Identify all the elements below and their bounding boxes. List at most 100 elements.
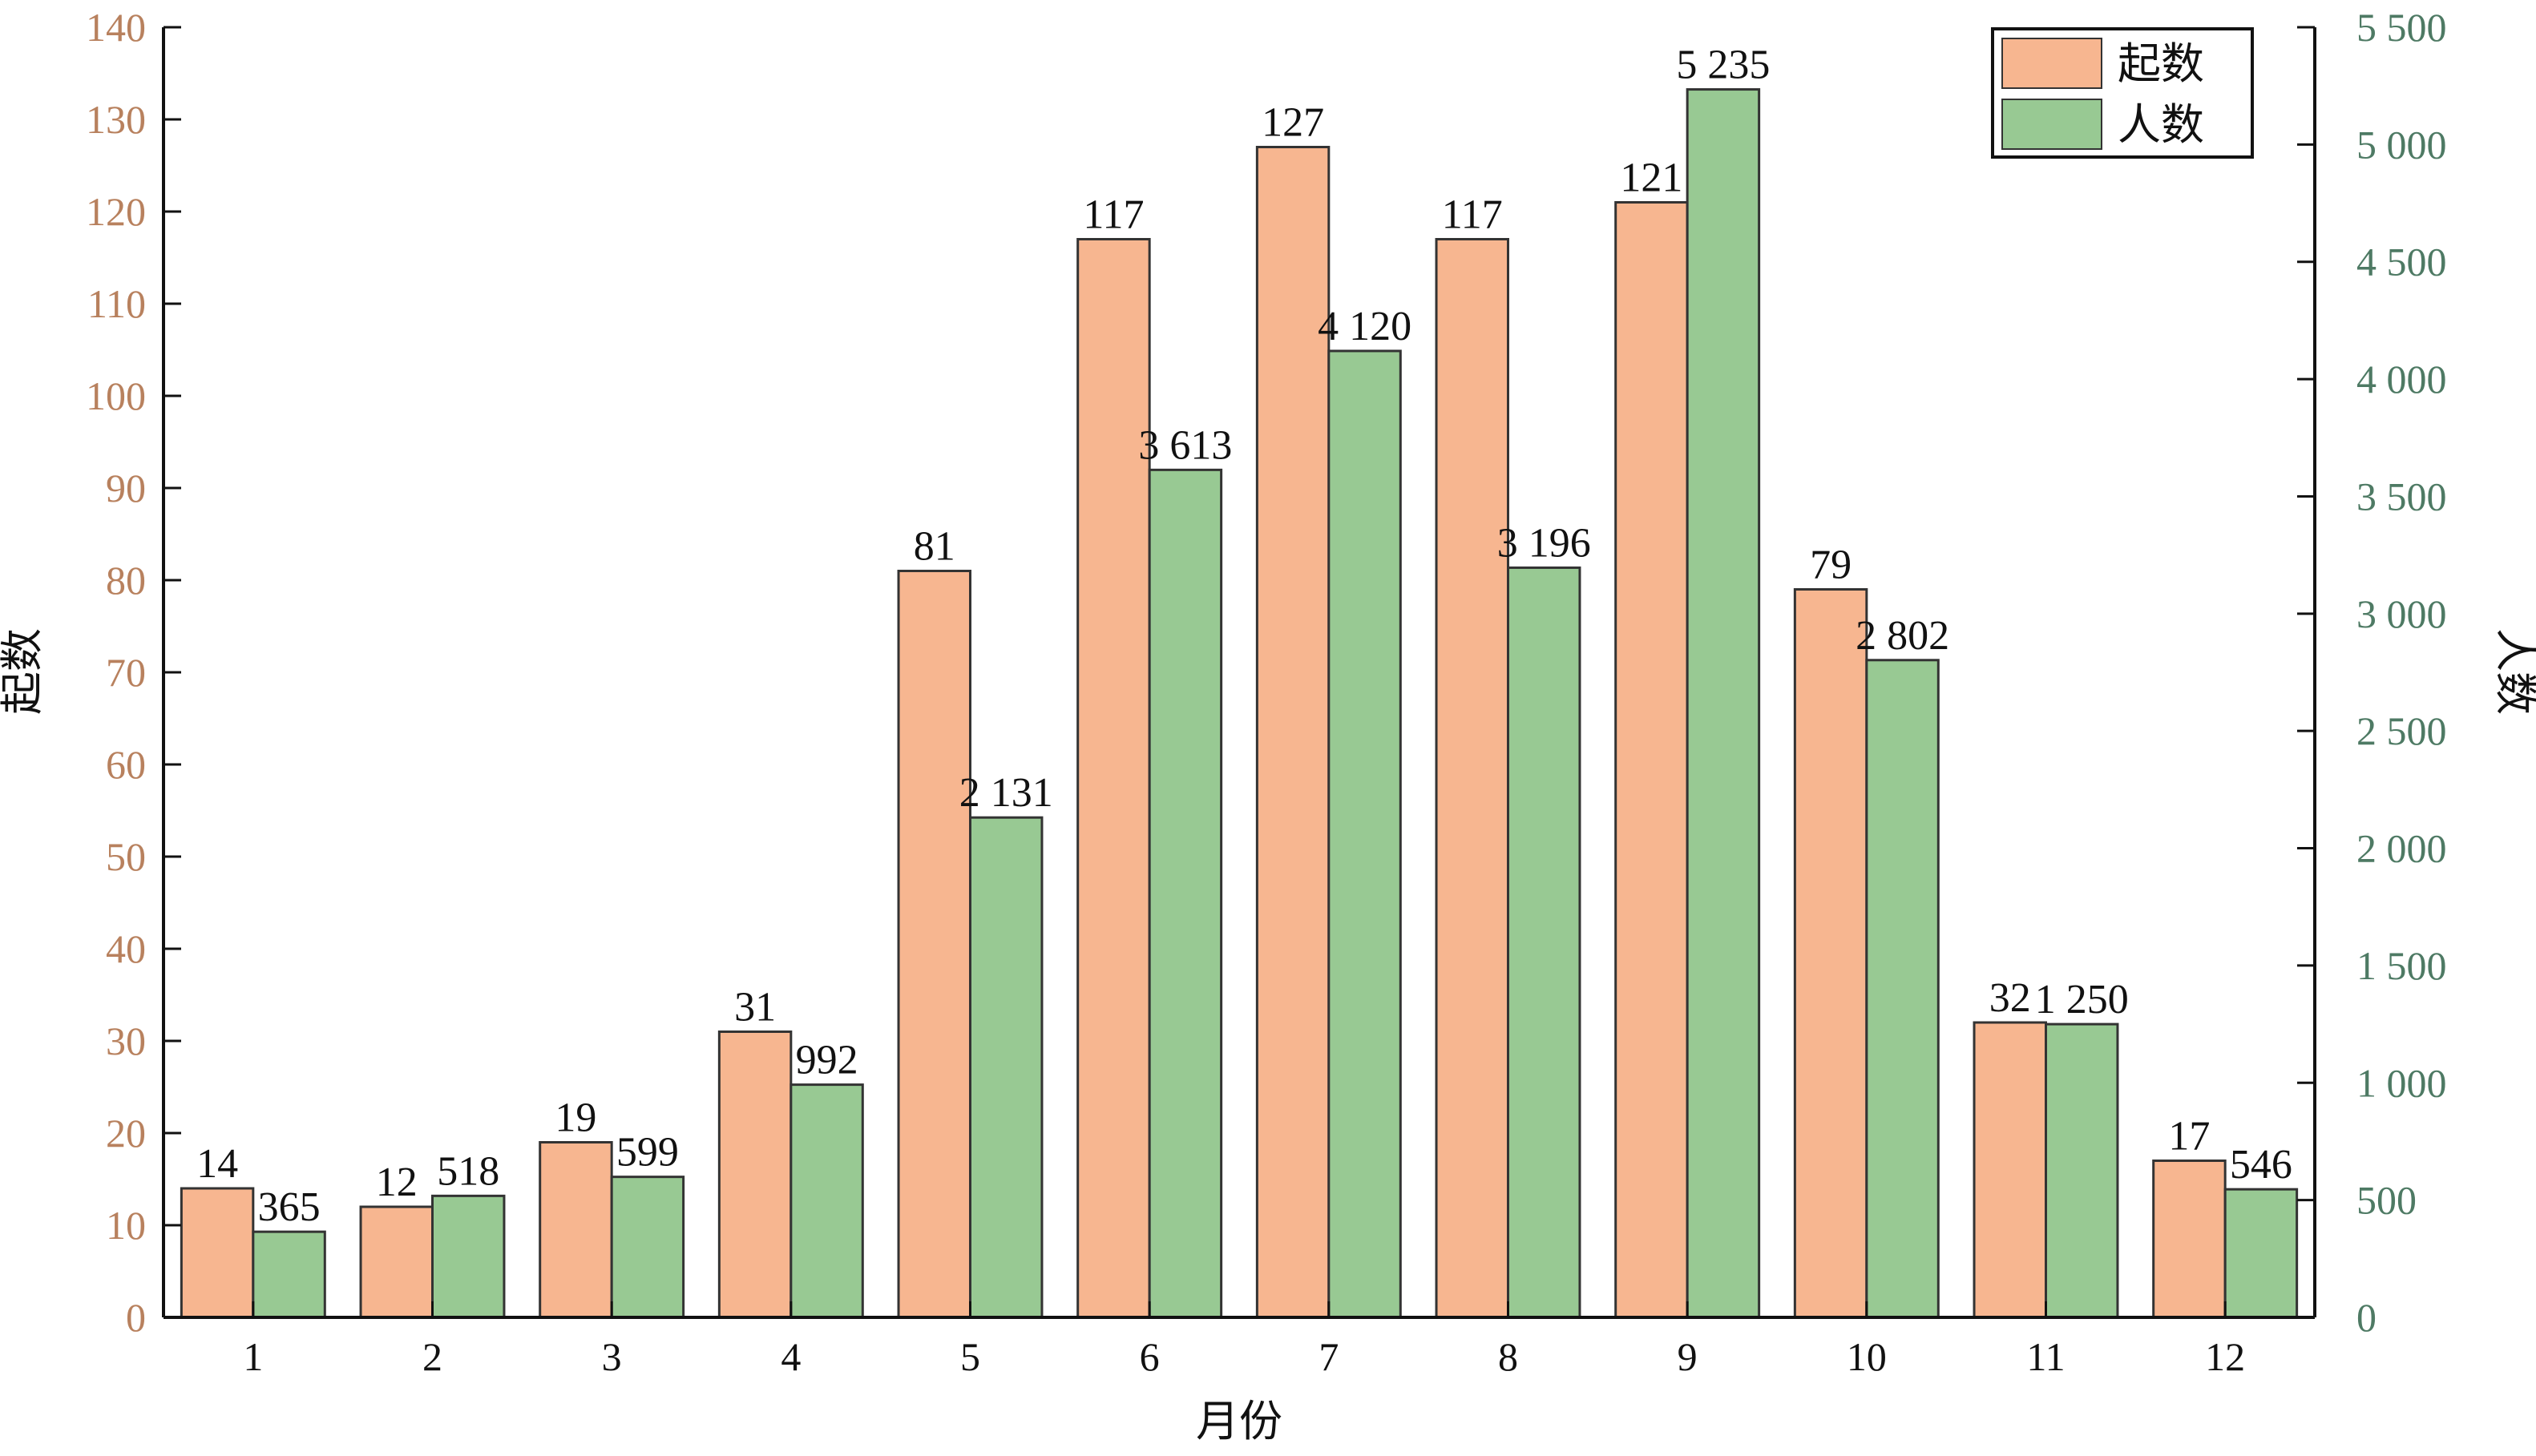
bar-renshu-10 (1865, 659, 1940, 1319)
bar-qishu-3 (539, 1141, 613, 1319)
bar-renshu-8 (1507, 566, 1581, 1319)
x-tick-label: 6 (1140, 1334, 1160, 1379)
bar-qishu-10 (1793, 588, 1868, 1319)
x-tick-label: 4 (781, 1334, 801, 1379)
y-left-tick-label: 0 (126, 1295, 146, 1340)
x-tick-label: 3 (602, 1334, 622, 1379)
bar-renshu-2 (431, 1194, 506, 1319)
bar-qishu-2 (359, 1205, 434, 1319)
x-tick-label: 12 (2205, 1334, 2245, 1379)
legend-swatch-qishu (2001, 38, 2102, 89)
y-right-tick-label: 4 000 (2356, 357, 2447, 401)
x-tick-label: 8 (1498, 1334, 1518, 1379)
x-tick-label: 2 (422, 1334, 442, 1379)
axes-layer: 010203040506070809010011012013014005001 … (86, 5, 2447, 1379)
data-label-qishu-4: 31 (734, 985, 776, 1030)
legend-swatch-renshu (2001, 99, 2102, 150)
y-left-tick-label: 100 (86, 373, 146, 418)
x-tick-label: 11 (2026, 1334, 2065, 1379)
data-label-renshu-2: 518 (437, 1148, 499, 1194)
data-label-renshu-6: 3 613 (1138, 422, 1232, 468)
data-label-qishu-11: 32 (1989, 975, 2031, 1021)
bar-qishu-7 (1255, 146, 1331, 1319)
data-label-qishu-1: 14 (196, 1141, 238, 1187)
data-label-qishu-10: 79 (1810, 542, 1852, 588)
bar-renshu-4 (789, 1083, 864, 1319)
y-left-tick-label: 60 (106, 742, 146, 787)
bar-qishu-11 (1973, 1021, 2048, 1319)
bar-renshu-7 (1327, 349, 1402, 1319)
y-left-tick-label: 30 (106, 1018, 146, 1063)
y-left-tick-label: 90 (106, 466, 146, 510)
y-left-tick-label: 70 (106, 650, 146, 695)
bar-qishu-5 (897, 570, 971, 1319)
bar-renshu-12 (2223, 1188, 2299, 1319)
data-label-renshu-10: 2 802 (1856, 613, 1949, 659)
data-label-qishu-6: 117 (1083, 192, 1144, 238)
y-left-tick-label: 110 (87, 281, 146, 326)
data-label-renshu-8: 3 196 (1497, 520, 1591, 566)
data-label-qishu-2: 12 (376, 1160, 418, 1205)
x-tick-label: 1 (243, 1334, 263, 1379)
bar-renshu-5 (969, 816, 1044, 1319)
x-tick-label: 10 (1847, 1334, 1887, 1379)
y-left-axis-title: 起数 (0, 628, 47, 715)
data-label-qishu-5: 81 (914, 524, 955, 570)
x-axis-title: 月份 (1196, 1396, 1282, 1446)
y-left-tick-label: 80 (106, 558, 146, 603)
data-label-qishu-12: 17 (2168, 1114, 2210, 1160)
x-tick-label: 5 (960, 1334, 980, 1379)
y-right-tick-label: 4 500 (2356, 240, 2447, 284)
data-label-renshu-7: 4 120 (1318, 304, 1411, 349)
y-right-tick-label: 3 000 (2356, 591, 2447, 636)
legend-label-renshu: 人数 (2118, 99, 2204, 150)
data-label-renshu-1: 365 (258, 1184, 321, 1230)
data-label-renshu-12: 546 (2230, 1142, 2292, 1188)
y-right-tick-label: 2 500 (2356, 708, 2447, 753)
x-tick-label: 9 (1678, 1334, 1698, 1379)
y-left-tick-label: 140 (86, 5, 146, 50)
y-right-tick-label: 1 500 (2356, 943, 2447, 988)
y-left-tick-label: 120 (86, 189, 146, 234)
data-label-qishu-3: 19 (555, 1095, 596, 1141)
bar-qishu-9 (1614, 201, 1689, 1319)
y-right-tick-label: 5 500 (2356, 5, 2447, 50)
data-label-qishu-7: 127 (1262, 100, 1324, 146)
y-right-tick-label: 500 (2356, 1178, 2417, 1223)
data-label-renshu-11: 1 250 (2035, 977, 2129, 1022)
y-left-tick-label: 130 (86, 97, 146, 142)
y-left-tick-label: 50 (106, 834, 146, 879)
data-label-qishu-8: 117 (1442, 192, 1503, 238)
legend: 起数 人数 (1991, 27, 2254, 159)
data-label-renshu-4: 992 (796, 1038, 858, 1083)
bar-renshu-11 (2045, 1022, 2119, 1319)
y-right-tick-label: 1 000 (2356, 1060, 2447, 1105)
y-left-tick-label: 20 (106, 1111, 146, 1156)
bar-qishu-12 (2152, 1160, 2227, 1319)
data-label-renshu-5: 2 131 (959, 770, 1053, 816)
data-label-renshu-9: 5 235 (1676, 42, 1770, 88)
bar-qishu-1 (180, 1187, 255, 1319)
bar-renshu-1 (252, 1230, 326, 1319)
bar-renshu-6 (1148, 468, 1223, 1319)
data-label-renshu-3: 599 (616, 1130, 679, 1176)
bar-renshu-9 (1686, 88, 1761, 1319)
x-tick-label: 7 (1318, 1334, 1339, 1379)
bar-qishu-8 (1435, 238, 1509, 1319)
bar-qishu-4 (717, 1030, 793, 1319)
y-right-tick-label: 3 500 (2356, 474, 2447, 518)
y-right-axis-title: 人数 (2490, 628, 2536, 715)
y-right-tick-label: 2 000 (2356, 826, 2447, 871)
y-right-tick-label: 0 (2356, 1295, 2376, 1340)
y-left-tick-label: 40 (106, 926, 146, 971)
labels-layer: 14 12 19 31 81 117 127 117 121 79 32 17 365 518 599 992… (196, 42, 2292, 1231)
bars-layer (180, 88, 2299, 1319)
data-label-qishu-9: 121 (1620, 155, 1682, 201)
bar-qishu-6 (1076, 238, 1151, 1319)
y-left-tick-label: 10 (106, 1203, 146, 1248)
bar-renshu-3 (610, 1176, 685, 1319)
legend-label-qishu: 起数 (2118, 38, 2204, 89)
y-right-tick-label: 5 000 (2356, 122, 2447, 167)
